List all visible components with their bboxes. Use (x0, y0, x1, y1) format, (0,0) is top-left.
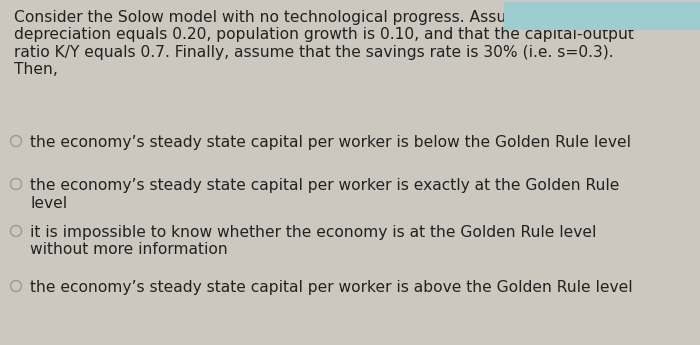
Text: the economy’s steady state capital per worker is above the Golden Rule level: the economy’s steady state capital per w… (30, 280, 633, 295)
FancyBboxPatch shape (504, 2, 700, 30)
Text: depreciation equals 0.20, population growth is 0.10, and that the capital-output: depreciation equals 0.20, population gro… (14, 28, 634, 42)
Text: Consider the Solow model with no technological progress. Assume that: Consider the Solow model with no technol… (14, 10, 567, 25)
Text: it is impossible to know whether the economy is at the Golden Rule level: it is impossible to know whether the eco… (30, 225, 596, 240)
Text: without more information: without more information (30, 243, 228, 257)
Text: level: level (30, 196, 67, 210)
Text: the economy’s steady state capital per worker is exactly at the Golden Rule: the economy’s steady state capital per w… (30, 178, 620, 193)
Text: the economy’s steady state capital per worker is below the Golden Rule level: the economy’s steady state capital per w… (30, 135, 631, 150)
Text: Then,: Then, (14, 62, 58, 78)
Text: ratio K/Y equals 0.7. Finally, assume that the savings rate is 30% (i.e. s=0.3).: ratio K/Y equals 0.7. Finally, assume th… (14, 45, 614, 60)
